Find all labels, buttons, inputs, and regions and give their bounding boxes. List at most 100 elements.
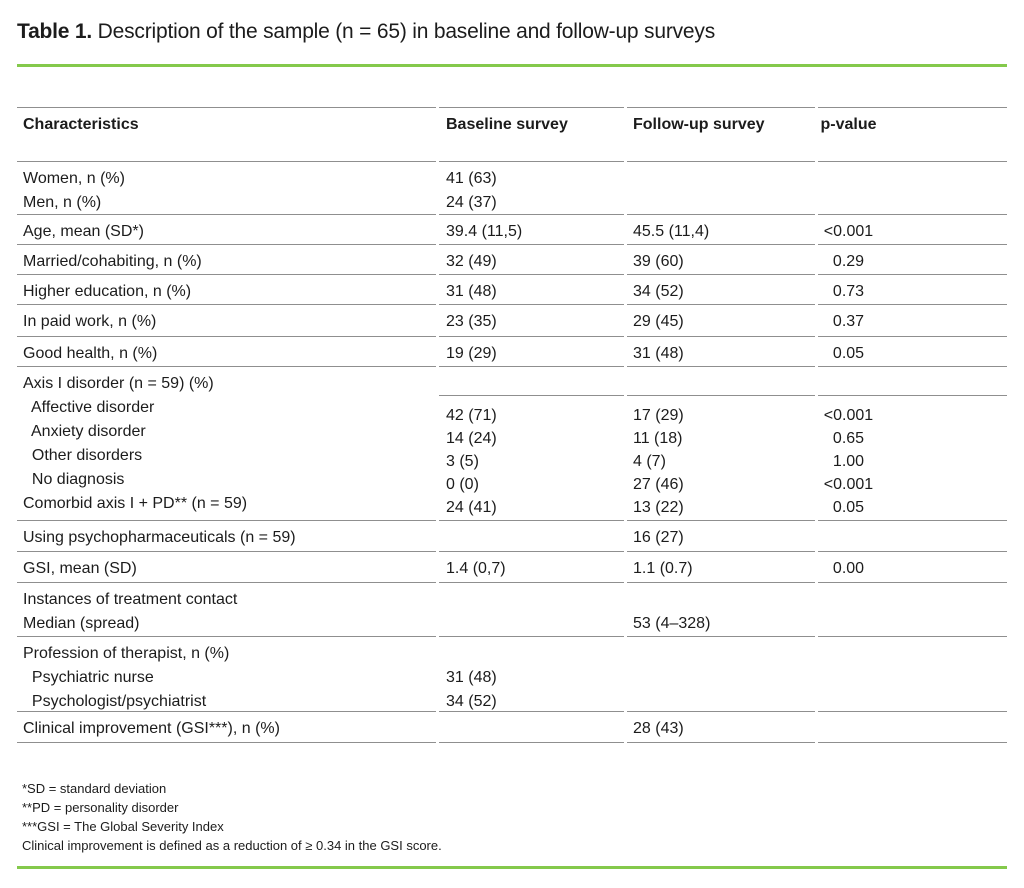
table-title: Table 1. Description of the sample (n = … bbox=[17, 20, 715, 44]
pvalue-cell bbox=[818, 712, 1007, 743]
cell-line: <0.001 bbox=[823, 223, 874, 240]
row-label-cell: Profession of therapist, n (%) Psychiatr… bbox=[17, 637, 436, 712]
pvalue-cell: 0.37 bbox=[818, 305, 1007, 337]
cell-line: Psychiatric nurse bbox=[23, 669, 154, 686]
row-label-cell: Instances of treatment contact Median (sp… bbox=[17, 583, 436, 637]
cell-line: 31 (48) bbox=[633, 345, 684, 362]
baseline-cell bbox=[439, 521, 624, 552]
baseline-cell: 23 (35) bbox=[439, 305, 624, 337]
followup-cell: 39 (60) bbox=[627, 245, 815, 275]
header-row: Characteristics Baseline survey Follow-up … bbox=[17, 107, 1007, 162]
pvalue-cell bbox=[818, 583, 1007, 637]
table-row: Instances of treatment contact Median (sp… bbox=[17, 583, 1007, 637]
cell-line: 45.5 (11,4) bbox=[633, 223, 710, 240]
footnote-sd: *SD = standard deviation bbox=[22, 781, 167, 796]
cell-line: 1.00 bbox=[832, 453, 865, 470]
sample-description-table: Characteristics Baseline survey Follow-up … bbox=[17, 107, 1007, 743]
cell-line: Using psychopharmaceuticals (n = 59) bbox=[23, 529, 296, 546]
baseline-cell: 42 (71) 14 (24) 3 (5) 0 (0) 24 (41) bbox=[439, 395, 624, 521]
baseline-cell bbox=[439, 712, 624, 743]
baseline-cell: 31 (48) 34 (52) bbox=[439, 637, 624, 712]
cell-line bbox=[446, 642, 624, 666]
header-cell-pvalue: p-value bbox=[818, 107, 1007, 162]
cell-line: 34 (52) bbox=[446, 693, 497, 710]
table-row: Clinical improvement (GSI***), n (%) 28 (… bbox=[17, 712, 1007, 743]
followup-cell bbox=[627, 637, 815, 712]
top-accent-rule bbox=[17, 64, 1007, 67]
cell-line: 0.29 bbox=[832, 253, 865, 270]
cell-line: 0.05 bbox=[832, 499, 865, 516]
baseline-cell: 31 (48) bbox=[439, 275, 624, 305]
followup-cell: 1.1 (0.7) bbox=[627, 552, 815, 583]
cell-line: 1.4 (0,7) bbox=[446, 560, 506, 577]
cell-line: 27 (46) bbox=[633, 476, 684, 493]
cell-line: 4 (7) bbox=[633, 453, 666, 470]
cell-line: 0 (0) bbox=[446, 476, 479, 493]
cell-line: 3 (5) bbox=[446, 453, 479, 470]
followup-cell: 31 (48) bbox=[627, 337, 815, 367]
cell-line: 0.65 bbox=[832, 430, 865, 447]
cell-line: 29 (45) bbox=[633, 313, 684, 330]
cell-line: <0.001 bbox=[823, 407, 874, 424]
cell-line: Median (spread) bbox=[23, 615, 140, 632]
followup-cell: 17 (29) 11 (18) 4 (7) 27 (46) 13 (22) bbox=[627, 395, 815, 521]
pvalue-cell: <0.001 0.65 1.00 <0.001 0.05 bbox=[818, 395, 1007, 521]
cell-line: Affective disorder bbox=[23, 399, 155, 416]
table-row: Married/cohabiting, n (%) 32 (49) 39 (60) 0… bbox=[17, 245, 1007, 275]
baseline-cell: 19 (29) bbox=[439, 337, 624, 367]
cell-line: 19 (29) bbox=[446, 345, 497, 362]
pvalue-cell: 0.73 bbox=[818, 275, 1007, 305]
baseline-cell: 1.4 (0,7) bbox=[439, 552, 624, 583]
cell-line: In paid work, n (%) bbox=[23, 313, 157, 330]
axis-subtable: 42 (71) 14 (24) 3 (5) 0 (0) 24 (41) 17 (29) 11… bbox=[439, 395, 1007, 521]
header-cell-followup-survey: Follow-up survey bbox=[627, 107, 815, 162]
row-label-cell: Clinical improvement (GSI***), n (%) bbox=[17, 712, 436, 743]
bottom-accent-rule bbox=[17, 866, 1007, 869]
row-label-cell: Higher education, n (%) bbox=[17, 275, 436, 305]
row-label-cell: Axis I disorder (n = 59) (%) Affective d… bbox=[17, 367, 436, 521]
cell-line: Comorbid axis I + PD** (n = 59) bbox=[23, 495, 248, 512]
cell-line: 16 (27) bbox=[633, 529, 684, 546]
cell-line: 42 (71) bbox=[446, 407, 497, 424]
cell-line: 24 (37) bbox=[446, 194, 497, 211]
followup-cell: 45.5 (11,4) bbox=[627, 215, 815, 245]
cell-line: Higher education, n (%) bbox=[23, 283, 192, 300]
table-row: Women, n (%) Men, n (%) 41 (63) 24 (37) bbox=[17, 162, 1007, 215]
cell-line: Women, n (%) bbox=[23, 170, 125, 187]
cell-line: 23 (35) bbox=[446, 313, 497, 330]
footnotes: *SD = standard deviation **PD = personal… bbox=[22, 779, 442, 855]
title-label: Table 1. bbox=[17, 20, 93, 43]
footnote-clinical-improvement: Clinical improvement is defined as a red… bbox=[22, 838, 442, 853]
cell-line: 34 (52) bbox=[633, 283, 684, 300]
cell-line: Psychologist/psychiatrist bbox=[23, 693, 207, 710]
cell-line: 24 (41) bbox=[446, 499, 497, 516]
table-row: GSI, mean (SD) 1.4 (0,7) 1.1 (0.7) 0.00 bbox=[17, 552, 1007, 583]
followup-cell: 29 (45) bbox=[627, 305, 815, 337]
followup-cell bbox=[627, 162, 815, 215]
footnote-pd: **PD = personality disorder bbox=[22, 800, 179, 815]
cell-line: 1.1 (0.7) bbox=[633, 560, 693, 577]
baseline-cell: 41 (63) 24 (37) bbox=[439, 162, 624, 215]
cell-line: Instances of treatment contact bbox=[23, 591, 238, 608]
cell-line: 11 (18) bbox=[633, 430, 683, 447]
cell-line: 53 (4–328) bbox=[633, 615, 711, 632]
baseline-cell: 39.4 (11,5) bbox=[439, 215, 624, 245]
cell-line: 17 (29) bbox=[633, 407, 684, 424]
row-label-cell: GSI, mean (SD) bbox=[17, 552, 436, 583]
row-label-cell: Good health, n (%) bbox=[17, 337, 436, 367]
title-text: Description of the sample (n = 65) in ba… bbox=[92, 20, 716, 43]
table-row: Good health, n (%) 19 (29) 31 (48) 0.05 bbox=[17, 337, 1007, 367]
cell-line: 39.4 (11,5) bbox=[446, 223, 523, 240]
row-label-cell: Age, mean (SD*) bbox=[17, 215, 436, 245]
cell-line: 41 (63) bbox=[446, 170, 497, 187]
cell-line: 31 (48) bbox=[446, 283, 497, 300]
pvalue-cell bbox=[818, 637, 1007, 712]
cell-line: 0.00 bbox=[832, 560, 865, 577]
followup-cell: 16 (27) bbox=[627, 521, 815, 552]
followup-cell: 53 (4–328) bbox=[627, 583, 815, 637]
baseline-cell bbox=[439, 583, 624, 637]
footnote-gsi: ***GSI = The Global Severity Index bbox=[22, 819, 224, 834]
cell-line: Men, n (%) bbox=[23, 194, 102, 211]
pvalue-cell: 0.00 bbox=[818, 552, 1007, 583]
